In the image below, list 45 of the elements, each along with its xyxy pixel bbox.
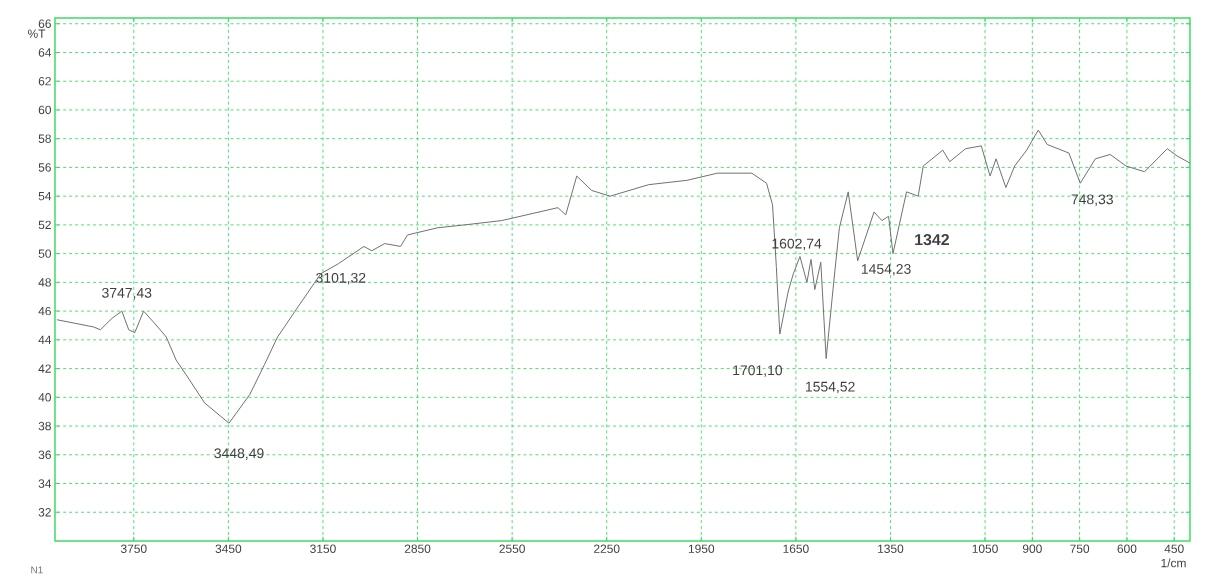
x-tick-label: 3450 xyxy=(215,544,242,553)
x-tick-label: 1050 xyxy=(972,544,998,553)
y-tick-label: 50 xyxy=(38,249,51,258)
x-tick-label: 2250 xyxy=(594,544,620,553)
y-tick-label: 46 xyxy=(38,306,51,316)
x-tick-label: 1950 xyxy=(688,544,715,553)
annotation: 748,33 xyxy=(1071,194,1113,206)
y-tick-label: 36 xyxy=(38,450,51,460)
x-tick-label: 1350 xyxy=(878,544,904,553)
y-axis-title: %T xyxy=(27,29,46,38)
y-tick-label: 32 xyxy=(38,508,51,517)
x-tick-label: 3750 xyxy=(120,544,147,553)
x-tick-label: 600 xyxy=(1117,544,1137,553)
text: N1 xyxy=(31,566,43,574)
annotation: 1554,52 xyxy=(806,381,855,394)
line-series xyxy=(56,129,1191,424)
x-tick-label: 750 xyxy=(1070,544,1090,553)
y-tick-label: 52 xyxy=(38,220,51,230)
y-tick-label: 60 xyxy=(38,105,51,115)
annotation: 1701,10 xyxy=(733,365,783,377)
x-tick-label: 1650 xyxy=(783,544,809,553)
y-tick-label: 58 xyxy=(38,134,51,143)
y-tick-label: 42 xyxy=(38,364,51,373)
annotation: 1454,23 xyxy=(861,264,911,276)
annotation: 3101,32 xyxy=(316,272,366,285)
x-tick-label: 450 xyxy=(1164,544,1184,553)
y-tick-label: 34 xyxy=(38,479,52,488)
y-tick-label: 38 xyxy=(38,421,51,431)
y-tick-label: 44 xyxy=(38,335,52,344)
annotation: 1602,74 xyxy=(772,238,822,251)
annotation: 3747,43 xyxy=(102,287,152,300)
x-tick-label: 3150 xyxy=(310,544,336,553)
y-tick-label: 54 xyxy=(38,192,52,201)
y-tick-label: 40 xyxy=(38,393,51,402)
x-tick-label: 900 xyxy=(1022,544,1042,553)
y-tick-label: 56 xyxy=(38,163,51,172)
y-tick-label: 62 xyxy=(38,76,51,86)
y-tick-label: 66 xyxy=(38,19,51,28)
y-tick-label: 48 xyxy=(38,278,51,287)
y-tick-label: 64 xyxy=(38,48,52,57)
annotation: 3448,49 xyxy=(214,448,264,460)
x-tick-label: 2850 xyxy=(404,544,431,553)
annotation: 1342 xyxy=(915,233,949,246)
x-axis-title: 1/cm xyxy=(1161,558,1186,568)
x-tick-label: 2550 xyxy=(499,544,525,553)
